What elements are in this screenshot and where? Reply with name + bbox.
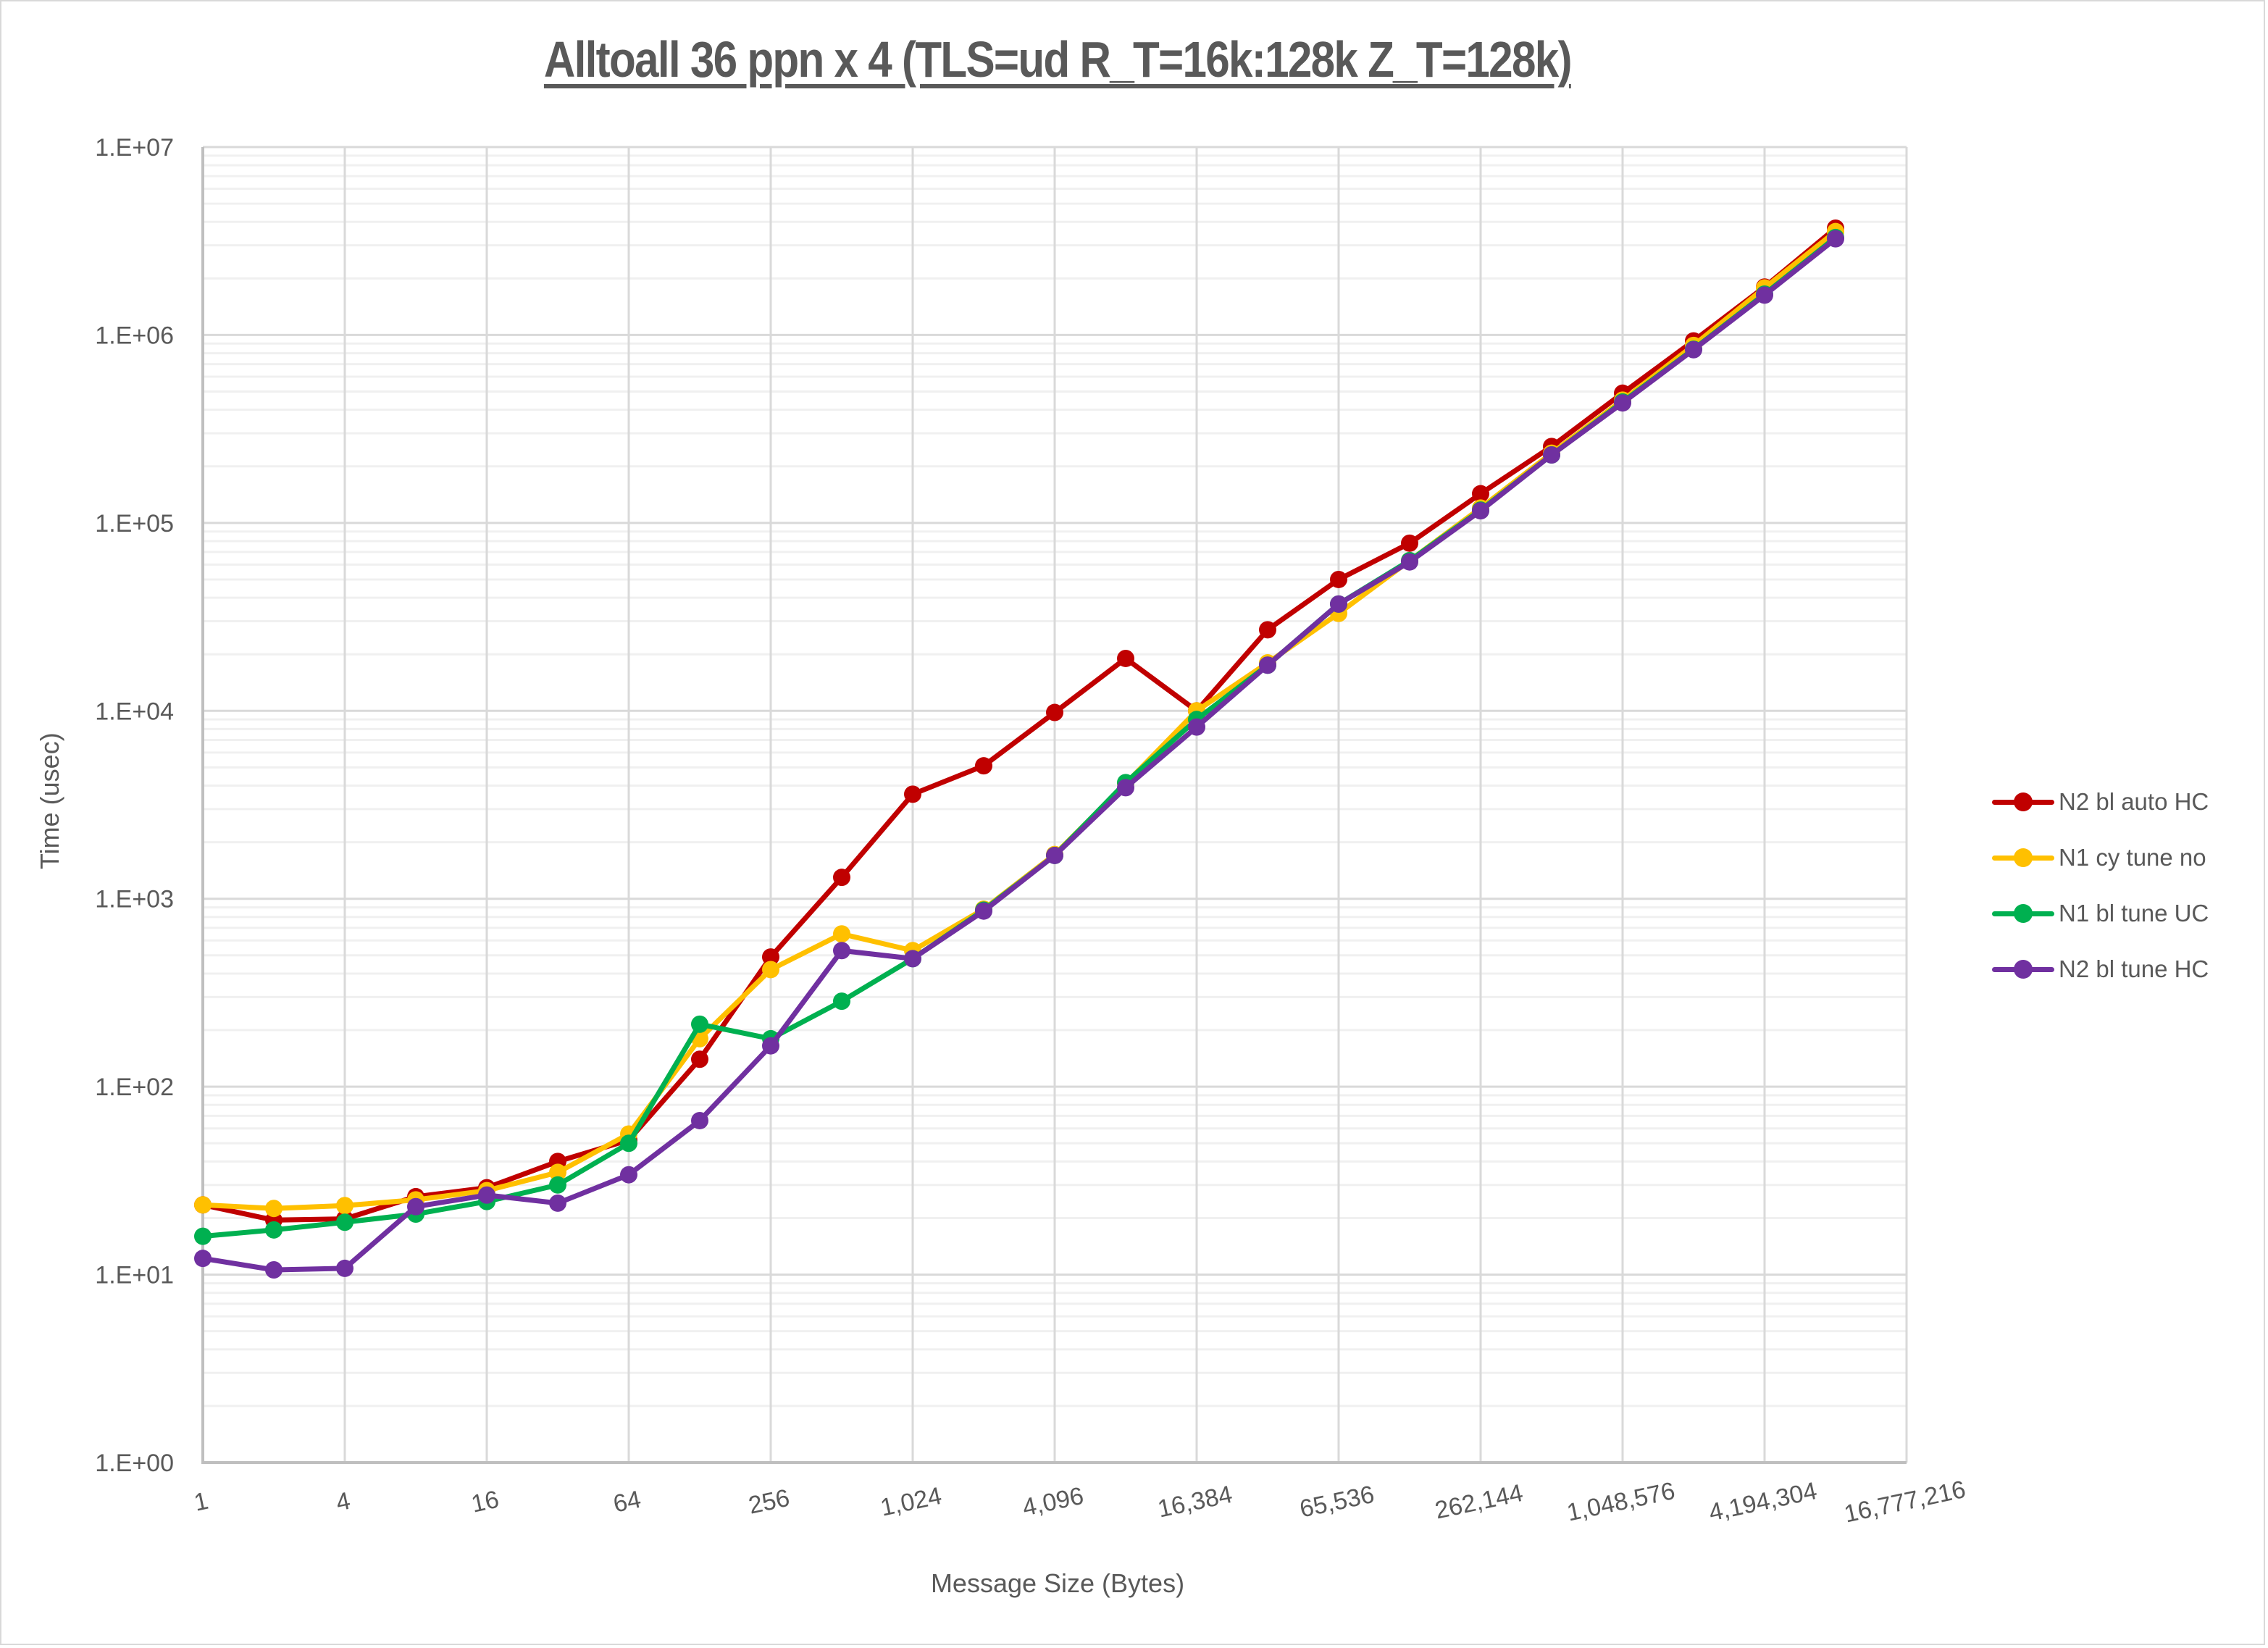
legend-marker-icon <box>1985 843 2054 872</box>
legend-item-n1-bl-tune-uc[interactable]: N1 bl tune UC <box>1985 885 2260 941</box>
series-line-n2-bl-tune-hc <box>200 236 1838 1273</box>
data-point-n2-bl-auto-hc <box>833 869 850 887</box>
data-point-n2-bl-tune-hc <box>762 1037 779 1055</box>
x-tick-label: 64 <box>611 1486 643 1518</box>
legend-item-n2-bl-auto-hc[interactable]: N2 bl auto HC <box>1985 774 2260 829</box>
data-point-n1-cy-tune-no <box>833 925 850 943</box>
data-point-n2-bl-tune-hc <box>1401 553 1418 571</box>
data-point-n2-bl-tune-hc <box>549 1194 566 1212</box>
data-point-n1-bl-tune-uc <box>194 1227 212 1245</box>
data-point-n2-bl-tune-hc <box>1046 846 1063 864</box>
data-point-n2-bl-tune-hc <box>1827 230 1844 248</box>
data-point-n1-cy-tune-no <box>336 1197 353 1215</box>
y-tick-label: 1.E+02 <box>95 1074 174 1101</box>
data-point-n2-bl-tune-hc <box>904 950 921 968</box>
x-tick-label: 4,194,304 <box>1707 1477 1820 1527</box>
data-point-n1-cy-tune-no <box>194 1196 212 1214</box>
data-point-n2-bl-tune-hc <box>833 942 850 960</box>
data-point-n2-bl-tune-hc <box>265 1261 283 1279</box>
data-point-n2-bl-tune-hc <box>691 1111 708 1129</box>
data-point-n2-bl-tune-hc <box>1188 718 1205 736</box>
legend-label: N1 cy tune no <box>2059 843 2206 871</box>
data-point-n2-bl-tune-hc <box>620 1166 637 1184</box>
data-point-n1-cy-tune-no <box>762 961 779 979</box>
data-point-n1-bl-tune-uc <box>265 1221 283 1239</box>
data-point-n2-bl-tune-hc <box>1330 595 1347 613</box>
legend-marker-icon <box>1985 955 2054 984</box>
data-point-n2-bl-tune-hc <box>336 1259 353 1277</box>
x-tick-label: 1,048,576 <box>1565 1477 1678 1527</box>
y-tick-label: 1.E+06 <box>95 322 174 349</box>
legend: N2 bl auto HC N1 cy tune no N1 bl tune U… <box>1985 774 2260 997</box>
y-tick-label: 1.E+04 <box>95 698 174 725</box>
legend-label: N2 bl tune HC <box>2059 955 2209 982</box>
chart-title: Alltoall 36 ppn x 4 (TLS=ud R_T=16k:128k… <box>543 31 1573 88</box>
legend-label: N2 bl auto HC <box>2059 787 2209 815</box>
data-point-n1-bl-tune-uc <box>336 1213 353 1231</box>
legend-item-n2-bl-tune-hc[interactable]: N2 bl tune HC <box>1985 941 2260 997</box>
data-point-n2-bl-auto-hc <box>1472 485 1489 503</box>
data-point-n2-bl-auto-hc <box>762 948 779 966</box>
x-tick-label: 1,024 <box>878 1482 944 1522</box>
data-point-n2-bl-tune-hc <box>1259 656 1276 674</box>
data-point-n1-bl-tune-uc <box>620 1134 637 1153</box>
x-tick-label: 16,777,216 <box>1842 1476 1968 1528</box>
legend-label: N1 bl tune UC <box>2059 899 2209 927</box>
y-tick-label: 1.E+05 <box>95 510 174 538</box>
x-tick-label: 65,536 <box>1297 1481 1377 1523</box>
data-point-n2-bl-auto-hc <box>1117 649 1134 667</box>
data-point-n2-bl-auto-hc <box>1401 534 1418 552</box>
series-line-n2-bl-auto-hc <box>200 225 1838 1223</box>
x-tick-label: 16,384 <box>1155 1481 1235 1523</box>
x-tick-label: 4 <box>334 1487 353 1517</box>
data-point-n2-bl-tune-hc <box>1685 340 1702 359</box>
data-point-n1-cy-tune-no <box>265 1200 283 1218</box>
x-tick-label: 1 <box>192 1487 211 1517</box>
data-point-n2-bl-tune-hc <box>1472 502 1489 520</box>
x-tick-label: 262,144 <box>1433 1479 1526 1525</box>
data-point-n2-bl-tune-hc <box>975 902 992 920</box>
data-point-n2-bl-auto-hc <box>1046 703 1063 721</box>
legend-marker-icon <box>1985 787 2054 816</box>
legend-marker-icon <box>1985 899 2054 928</box>
x-axis-title: Message Size (Bytes) <box>930 1568 1185 1598</box>
data-point-n2-bl-tune-hc <box>194 1250 212 1268</box>
data-point-n2-bl-auto-hc <box>1259 621 1276 639</box>
data-point-n2-bl-tune-hc <box>1543 446 1560 464</box>
y-tick-label: 1.E+07 <box>95 134 174 162</box>
legend-item-n1-cy-tune-no[interactable]: N1 cy tune no <box>1985 829 2260 885</box>
data-point-n2-bl-tune-hc <box>478 1186 495 1204</box>
data-point-n1-bl-tune-uc <box>691 1015 708 1033</box>
y-tick-label: 1.E+00 <box>95 1450 174 1477</box>
data-point-n2-bl-auto-hc <box>904 785 921 803</box>
data-point-n2-bl-auto-hc <box>1330 570 1347 588</box>
x-tick-label: 4,096 <box>1020 1482 1086 1522</box>
data-point-n2-bl-tune-hc <box>1117 779 1134 797</box>
x-tick-label: 16 <box>469 1486 501 1518</box>
data-point-n2-bl-tune-hc <box>1756 286 1773 304</box>
y-tick-label: 1.E+01 <box>95 1262 174 1289</box>
x-tick-label: 256 <box>746 1484 792 1520</box>
data-point-n1-bl-tune-uc <box>833 992 850 1011</box>
data-point-n1-cy-tune-no <box>549 1163 566 1181</box>
data-point-n2-bl-auto-hc <box>975 757 992 775</box>
data-point-n2-bl-auto-hc <box>691 1050 708 1068</box>
data-point-n2-bl-tune-hc <box>407 1197 424 1216</box>
data-point-n2-bl-tune-hc <box>1614 394 1631 412</box>
y-tick-label: 1.E+03 <box>95 886 174 913</box>
data-point-n1-bl-tune-uc <box>549 1176 566 1194</box>
